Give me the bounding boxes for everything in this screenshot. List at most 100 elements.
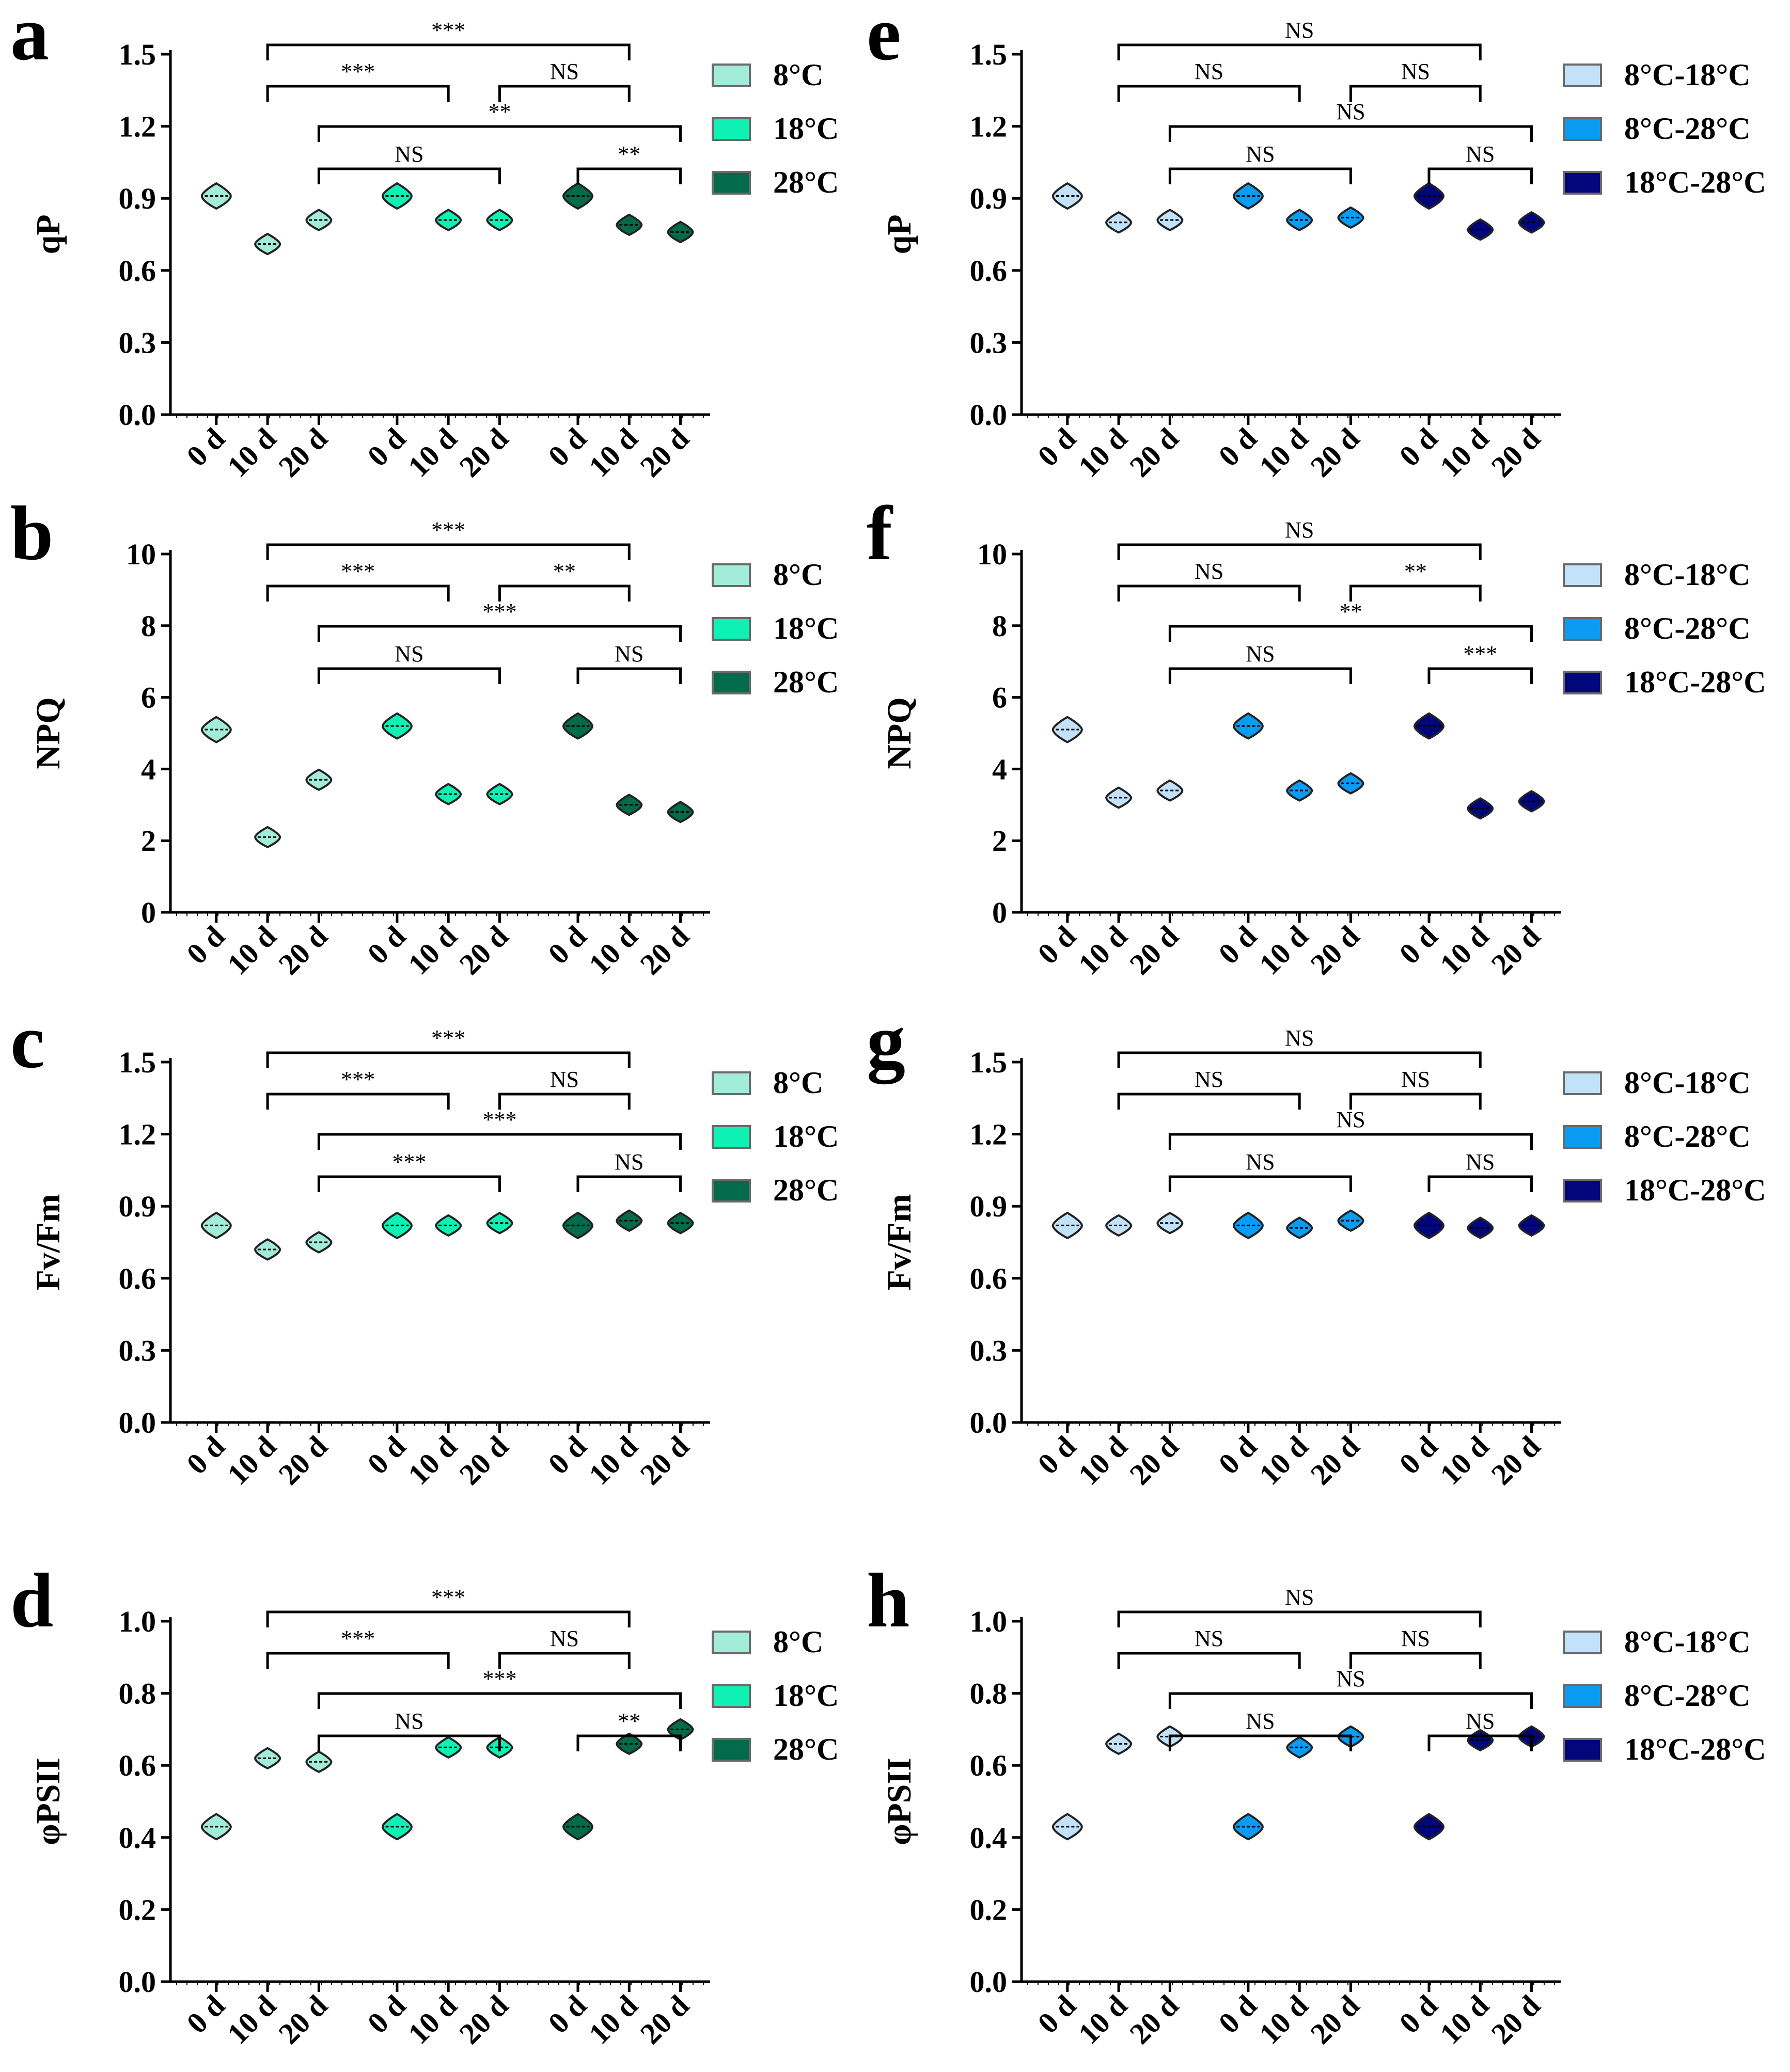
y-tick-label: 0.0 — [970, 1965, 1008, 1999]
significance-label: NS — [395, 1709, 423, 1734]
significance-bracket — [317, 167, 501, 184]
y-tick-label: 0.9 — [119, 1190, 156, 1223]
violin-mark — [1156, 779, 1184, 802]
y-axis-title: Fv/Fm — [29, 1194, 67, 1291]
x-tick-label: 20 d — [272, 421, 334, 483]
y-axis-title: NPQ — [29, 697, 67, 769]
legend-label: 8°C — [773, 1625, 823, 1659]
legend-label: 8°C — [773, 58, 823, 92]
y-tick-label: 0.8 — [970, 1677, 1008, 1711]
violin-mark — [1105, 786, 1133, 809]
x-tick-label: 0 d — [361, 1988, 413, 2040]
x-tick-label: 0 d — [1212, 1429, 1264, 1481]
significance-label: *** — [392, 1149, 426, 1175]
y-tick-label: 1.5 — [119, 38, 156, 71]
significance-label: NS — [1466, 141, 1495, 167]
x-tick-label: 0 d — [361, 1429, 413, 1481]
significance-label: ** — [618, 1709, 640, 1734]
significance-label: NS — [1195, 59, 1223, 84]
significance-label: NS — [1195, 1626, 1223, 1651]
significance-label: NS — [550, 1626, 579, 1651]
x-tick-label: 10 d — [1433, 1988, 1495, 2050]
x-tick-label: 20 d — [1123, 421, 1185, 483]
x-tick-label: 0 d — [1212, 1988, 1264, 2040]
significance-label: ** — [618, 141, 640, 167]
legend-swatch — [712, 1684, 751, 1708]
significance-bracket — [317, 667, 501, 684]
panel-letter: g — [867, 999, 905, 1084]
x-tick-label: 10 d — [221, 1429, 282, 1491]
violin-mark — [1518, 211, 1545, 234]
significance-label: *** — [482, 599, 516, 624]
y-tick-label: 1.5 — [970, 38, 1008, 71]
legend-swatch — [1563, 1179, 1602, 1203]
y-tick-label: 8 — [141, 609, 156, 643]
y-tick-label: 4 — [992, 752, 1007, 786]
x-tick-label: 10 d — [1072, 919, 1134, 981]
x-tick-label: 10 d — [1252, 1988, 1314, 2050]
legend-swatch — [712, 64, 751, 87]
violin-mark — [1467, 218, 1494, 241]
y-tick-label: 0.6 — [119, 1262, 156, 1295]
legend-label: 8°C-28°C — [1624, 1679, 1751, 1713]
legend-label: 8°C-28°C — [1624, 112, 1751, 146]
x-tick-label: 10 d — [1252, 919, 1314, 981]
y-tick-label: 0.0 — [119, 1406, 156, 1440]
significance-bracket — [576, 1175, 682, 1192]
violin-mark — [254, 232, 281, 256]
y-axis-title: φPSII — [881, 1758, 918, 1845]
significance-bracket — [1117, 85, 1301, 102]
y-tick-label: 0.9 — [970, 1190, 1008, 1223]
violin-mark — [435, 783, 462, 805]
y-axis-title: qP — [29, 214, 67, 254]
x-tick-label: 0 d — [1212, 421, 1264, 473]
significance-label: NS — [1401, 59, 1430, 84]
violin-mark — [1467, 1216, 1494, 1239]
significance-bracket — [1168, 1692, 1533, 1709]
significance-bracket — [1349, 85, 1482, 102]
legend-label: 28°C — [773, 165, 839, 199]
x-tick-label: 10 d — [401, 919, 463, 981]
x-tick-label: 20 d — [272, 919, 334, 981]
x-tick-label: 10 d — [1072, 1988, 1134, 2050]
violin-mark — [1105, 211, 1133, 234]
legend-swatch — [1563, 671, 1602, 694]
violin-mark — [667, 1211, 694, 1235]
x-tick-label: 0 d — [1031, 421, 1082, 473]
y-tick-label: 0.6 — [119, 254, 156, 288]
violin-mark — [486, 209, 513, 231]
legend-swatch — [712, 1738, 751, 1762]
x-tick-label: 0 d — [542, 1429, 593, 1481]
significance-bracket — [1117, 1051, 1482, 1068]
violin-mark — [486, 1211, 513, 1235]
y-tick-label: 4 — [141, 752, 156, 786]
y-tick-label: 1.5 — [119, 1046, 156, 1079]
violin-mark — [1337, 772, 1364, 795]
significance-bracket — [317, 1133, 682, 1150]
significance-bracket — [498, 584, 631, 602]
legend-label: 18°C-28°C — [1624, 1732, 1766, 1766]
violin-mark — [1105, 1214, 1133, 1237]
significance-bracket — [317, 1692, 682, 1709]
violin-mark — [616, 213, 643, 236]
y-axis-title: φPSII — [29, 1758, 67, 1845]
violin-mark — [1467, 797, 1494, 820]
significance-bracket — [498, 85, 631, 102]
significance-label: *** — [431, 517, 465, 543]
significance-bracket — [317, 625, 682, 642]
x-tick-label: 0 d — [542, 1988, 593, 2040]
y-tick-label: 8 — [992, 609, 1007, 643]
legend-label: 8°C-18°C — [1624, 558, 1751, 592]
y-tick-label: 0.4 — [970, 1821, 1008, 1855]
legend-swatch — [1563, 171, 1602, 195]
legend-swatch — [1563, 617, 1602, 641]
legend-label: 8°C — [773, 1066, 823, 1100]
x-tick-label: 20 d — [634, 919, 696, 981]
x-tick-label: 0 d — [1393, 1429, 1444, 1481]
significance-label: NS — [1195, 1067, 1223, 1092]
panel-letter: h — [867, 1558, 909, 1643]
